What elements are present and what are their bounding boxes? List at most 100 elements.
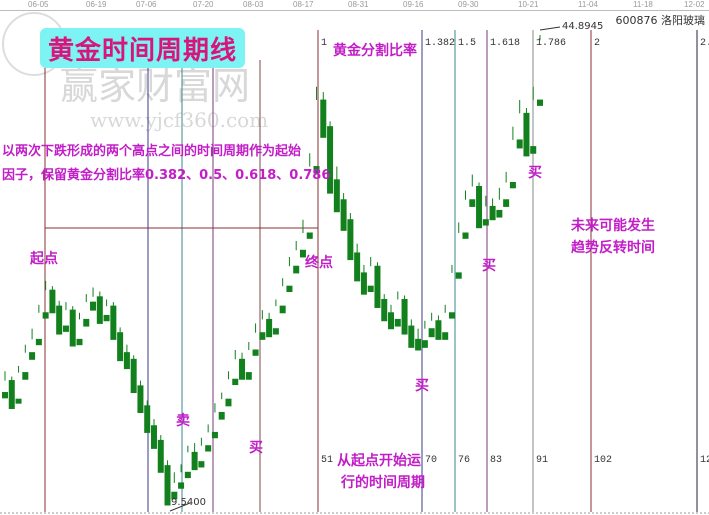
candle-body [42, 312, 49, 319]
chart-title: 黄金时间周期线 [48, 36, 238, 66]
candle-body [150, 425, 157, 449]
candle-body [530, 146, 537, 154]
candle-body [333, 179, 340, 213]
cycle-bars-label: 102 [594, 455, 613, 466]
candle-body [286, 285, 293, 292]
date-tick: 09-16 [403, 0, 424, 9]
candle-body [56, 305, 63, 335]
candle-body [360, 272, 367, 295]
candle-body [178, 482, 185, 489]
candle-body [164, 465, 171, 506]
candle-body [144, 405, 151, 433]
candle-body [157, 439, 164, 473]
date-tick: 09-30 [458, 0, 479, 9]
cycle-bars-label: 91 [536, 455, 549, 466]
candle-body [489, 205, 496, 221]
candle-body [401, 298, 408, 335]
candle-body [225, 398, 232, 407]
title-background [40, 28, 245, 68]
candle-body [83, 318, 90, 327]
cycle-bars-label: 12 [700, 455, 709, 466]
candle-body [245, 372, 252, 380]
candle-body [117, 332, 124, 362]
cycle-line-1: 从起点开始运 [337, 453, 421, 469]
date-tick: 08-17 [293, 0, 314, 9]
cycle-ratio-label: 2 [594, 38, 601, 49]
candle-body [62, 325, 69, 332]
candle-body [239, 358, 246, 380]
candle-body [340, 199, 347, 231]
candle-body [22, 372, 29, 380]
candle-body [415, 338, 422, 351]
date-tick: 10-21 [518, 0, 539, 9]
candle-body [537, 99, 543, 106]
description-line-2: 因子，保留黄金分割比率0.382、0.5、0.618、0.786 [2, 168, 331, 183]
buy-label-3: 买 [482, 258, 496, 274]
cycle-ratio-label: 2. [700, 38, 709, 49]
high-marker [539, 26, 561, 31]
candle-body [96, 296, 103, 324]
watermark-site: 赢家财富网 [60, 64, 251, 108]
buy-label-2: 买 [415, 378, 429, 394]
candle-body [123, 352, 130, 370]
candle-body [252, 349, 259, 356]
candle-body [496, 209, 503, 218]
cycle-ratio-label: 1.382 [425, 38, 456, 49]
future-text: 未来可能发生 趋势反转时间 [571, 215, 655, 259]
cycle-bars-label: 51 [321, 455, 334, 466]
cycle-ratio-label: 1.5 [458, 38, 477, 49]
low-marker [169, 502, 191, 512]
candle-body [8, 380, 15, 409]
date-tick: 11-04 [578, 0, 598, 9]
stock-name: 洛阳玻璃 [661, 14, 705, 27]
candle-body [299, 249, 306, 258]
candle-body [462, 232, 469, 239]
golden-ratio-label: 黄金分割比率 [333, 43, 417, 59]
date-tick: 11-18 [633, 0, 653, 9]
date-tick: 06-05 [28, 0, 49, 9]
cycle-ratio-label: 1.618 [490, 38, 521, 49]
candle-body [29, 352, 36, 360]
candle-body [428, 328, 435, 338]
candle-body [367, 285, 374, 292]
low-price-label: 9.5400 [171, 497, 206, 508]
candle-body [35, 338, 42, 346]
candle-body [448, 312, 455, 319]
candle-body [408, 325, 415, 348]
candle-body [232, 378, 239, 386]
cycle-line-2: 行的时间周期 [341, 475, 425, 491]
candle-body [523, 112, 530, 157]
candle-body [259, 332, 266, 340]
description-text: 以两次下跌形成的两个高点之间的时间周期作为起始 因子，保留黄金分割比率0.382… [2, 140, 330, 188]
candle-body [476, 185, 483, 229]
date-axis-line [0, 10, 709, 11]
end-point-label: 终点 [305, 255, 333, 271]
stock-label: 600876 洛阳玻璃 [616, 12, 706, 28]
candle-body [327, 126, 334, 194]
candle-body [442, 332, 449, 340]
high-price-label: 44.8945 [562, 21, 604, 32]
candle-body [374, 265, 381, 308]
date-tick: 08-03 [243, 0, 264, 9]
future-line-2: 趋势反转时间 [571, 240, 655, 256]
candle-body [69, 309, 76, 347]
description-line-1: 以两次下跌形成的两个高点之间的时间周期作为起始 [2, 144, 302, 159]
candle-body [184, 471, 191, 479]
candle-body [198, 461, 205, 468]
candle-body [103, 314, 110, 322]
candle-body [320, 99, 327, 138]
stock-code: 600876 [615, 14, 658, 27]
candle-body [15, 398, 22, 404]
candle-body [347, 219, 354, 261]
candle-body [137, 385, 144, 413]
candle-body [482, 219, 489, 226]
candle-body [191, 451, 198, 471]
candle-body [272, 328, 279, 335]
candle-body [90, 301, 97, 311]
candle-body [381, 298, 388, 322]
candle-body [435, 320, 442, 340]
buy-label-1: 买 [249, 440, 263, 456]
buy-label-4: 买 [528, 165, 542, 181]
cycle-bars-label: 70 [425, 455, 438, 466]
